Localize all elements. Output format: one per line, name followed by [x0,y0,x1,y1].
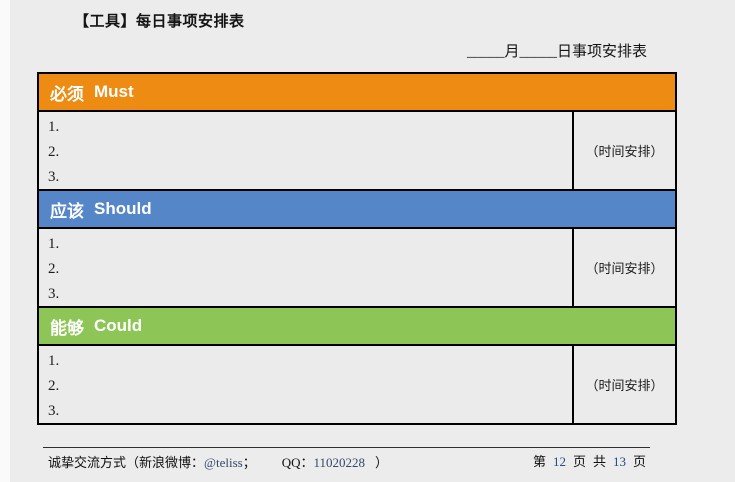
page-total: 13 [612,454,626,469]
task-line[interactable]: 3. [48,286,60,302]
task-lines-cell-could[interactable]: 1. 2. 3. [39,346,572,423]
page-label-ye2: 页 [632,454,646,469]
contact-prefix: 诚挚交流方式（新浪微博： [48,455,205,470]
qq-number: 11020228 [313,455,366,470]
time-label: （时间安排） [585,261,664,276]
page-label-gong: 共 [592,454,606,469]
section-header-could: 能够 Could [39,306,675,346]
task-line[interactable]: 2. [48,144,60,160]
section-header-should: 应该 Should [39,189,675,229]
section-label-zh: 能够 [50,318,84,338]
page-indicator: 第 12 页共 13 页 [533,451,646,470]
priority-table: 必须 Must 1. 2. 3. （时间安排） 应该 Should 1. 2. … [37,72,677,425]
left-margin-strip [0,0,10,482]
time-column-cell-should: （时间安排） [572,229,675,306]
qq-label: QQ： [281,455,314,470]
section-label-en: Could [94,316,143,335]
task-line[interactable]: 3. [48,169,60,185]
section-row-should: 1. 2. 3. （时间安排） [39,229,675,306]
time-column-cell-must: （时间安排） [572,112,675,189]
section-row-could: 1. 2. 3. （时间安排） [39,346,675,423]
task-line[interactable]: 1. [48,236,60,252]
table-caption: _____月_____日事项安排表 [466,44,647,60]
page-label-di: 第 [532,454,546,469]
task-lines-cell-must[interactable]: 1. 2. 3. [39,112,572,189]
time-column-cell-could: （时间安排） [572,346,675,423]
weibo-handle: @teliss [204,455,243,470]
contact-info: 诚挚交流方式（新浪微博：@teliss； QQ：11020228 ） [48,452,388,471]
contact-close: ） [375,455,389,470]
task-lines-cell-should[interactable]: 1. 2. 3. [39,229,572,306]
page-label-ye1: 页 [572,454,586,469]
section-label-zh: 应该 [50,201,84,221]
section-label-zh: 必须 [50,84,84,104]
time-label: （时间安排） [585,378,664,393]
contact-semicolon: ； [242,455,256,470]
task-line[interactable]: 1. [48,353,60,369]
section-header-must: 必须 Must [39,74,675,112]
task-line[interactable]: 1. [48,119,60,135]
task-line[interactable]: 2. [48,261,60,277]
footer-rule [43,447,650,448]
page-current: 12 [552,454,566,469]
section-row-must: 1. 2. 3. （时间安排） [39,112,675,189]
doc-title: 【工具】每日事项安排表 [74,13,245,30]
section-label-en: Must [94,82,134,101]
section-label-en: Should [94,199,152,218]
task-line[interactable]: 2. [48,378,60,394]
task-line[interactable]: 3. [48,403,60,419]
time-label: （时间安排） [585,144,664,159]
